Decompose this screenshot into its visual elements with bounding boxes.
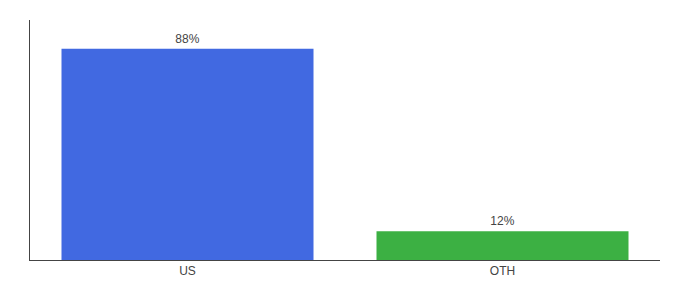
svg-text:12%: 12% xyxy=(490,214,514,228)
svg-text:88%: 88% xyxy=(175,32,199,46)
svg-text:US: US xyxy=(179,264,196,278)
svg-text:OTH: OTH xyxy=(490,264,515,278)
